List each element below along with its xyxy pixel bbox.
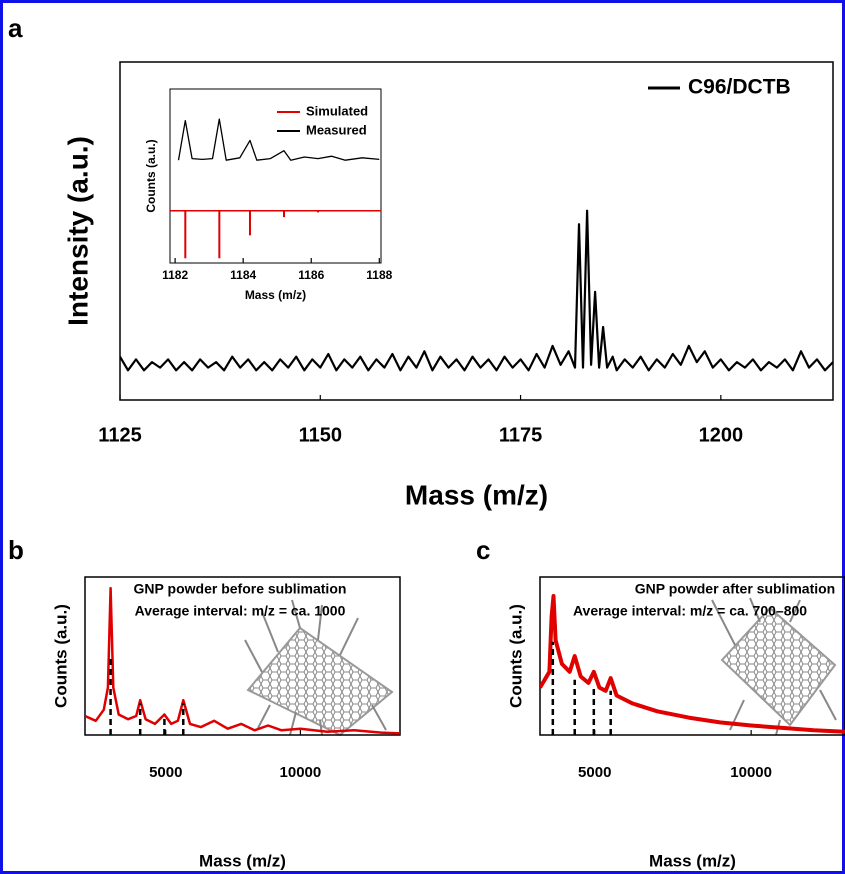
annotation: Average interval: m/z = ca. 700–800 bbox=[573, 603, 807, 619]
plot-area bbox=[120, 209, 833, 372]
panel: b 5000 10000 Mass (m/z) Counts (a.u.) GNP pow… bbox=[8, 535, 401, 870]
x-tick-label: 1186 bbox=[298, 268, 324, 282]
x-tick-label: 1200 bbox=[699, 424, 744, 446]
spectrum-line bbox=[120, 209, 833, 372]
x-tick-label: 1125 bbox=[98, 424, 141, 446]
annotation: GNP powder before sublimation bbox=[134, 581, 347, 597]
molecule-illustration bbox=[711, 597, 837, 736]
y-axis-label: Counts (a.u.) bbox=[144, 139, 158, 212]
y-axis-label: Intensity (a.u.) bbox=[62, 136, 93, 326]
annotation: GNP powder after sublimation bbox=[635, 581, 835, 597]
spectrum-line bbox=[177, 118, 380, 161]
spectrum-line bbox=[540, 594, 845, 734]
y-axis-label: Counts (a.u.) bbox=[51, 604, 70, 708]
x-axis-label: Mass (m/z) bbox=[245, 288, 306, 302]
plot-frame bbox=[539, 576, 845, 736]
spectrum-line bbox=[85, 586, 400, 735]
x-tick-label: 1182 bbox=[162, 268, 188, 282]
panel: c 5000 10000 Mass (m/z) Counts (a.u.) GNP pow… bbox=[476, 535, 845, 870]
plot-frame bbox=[169, 88, 382, 264]
x-tick-label: 1150 bbox=[299, 424, 342, 446]
annotation: Average interval: m/z = ca. 1000 bbox=[135, 603, 346, 619]
x-axis-label: Mass (m/z) bbox=[199, 851, 286, 870]
plot-area bbox=[170, 118, 381, 259]
panel-label: c bbox=[476, 535, 490, 565]
x-axis-label: Mass (m/z) bbox=[649, 851, 736, 870]
legend-label: Measured bbox=[306, 122, 367, 137]
molecule-illustration bbox=[244, 599, 394, 737]
panel: 1182 1184 1186 1188 Mass (m/z) Counts (a.u.) S… bbox=[144, 88, 393, 302]
plot-area bbox=[540, 594, 845, 735]
legend-label: Simulated bbox=[306, 103, 368, 118]
x-tick-label: 10000 bbox=[730, 764, 772, 781]
x-tick-label: 5000 bbox=[149, 764, 182, 781]
panel: a 1125 1150 1175 1200 Mass (m/z) Intensity (a.… bbox=[8, 13, 834, 510]
panel-label: a bbox=[8, 13, 23, 43]
x-tick-label: 1175 bbox=[499, 424, 542, 446]
plot-frame bbox=[119, 61, 834, 401]
x-tick-label: 1188 bbox=[366, 268, 392, 282]
y-axis-label: Counts (a.u.) bbox=[506, 604, 525, 708]
panel-label: b bbox=[8, 535, 24, 565]
x-tick-label: 5000 bbox=[578, 764, 611, 781]
plot-frame bbox=[84, 576, 401, 736]
x-tick-label: 1184 bbox=[230, 268, 256, 282]
plot-area bbox=[85, 586, 400, 735]
x-tick-label: 10000 bbox=[280, 764, 322, 781]
x-axis-label: Mass (m/z) bbox=[405, 479, 548, 510]
legend-label: C96/DCTB bbox=[688, 76, 791, 99]
